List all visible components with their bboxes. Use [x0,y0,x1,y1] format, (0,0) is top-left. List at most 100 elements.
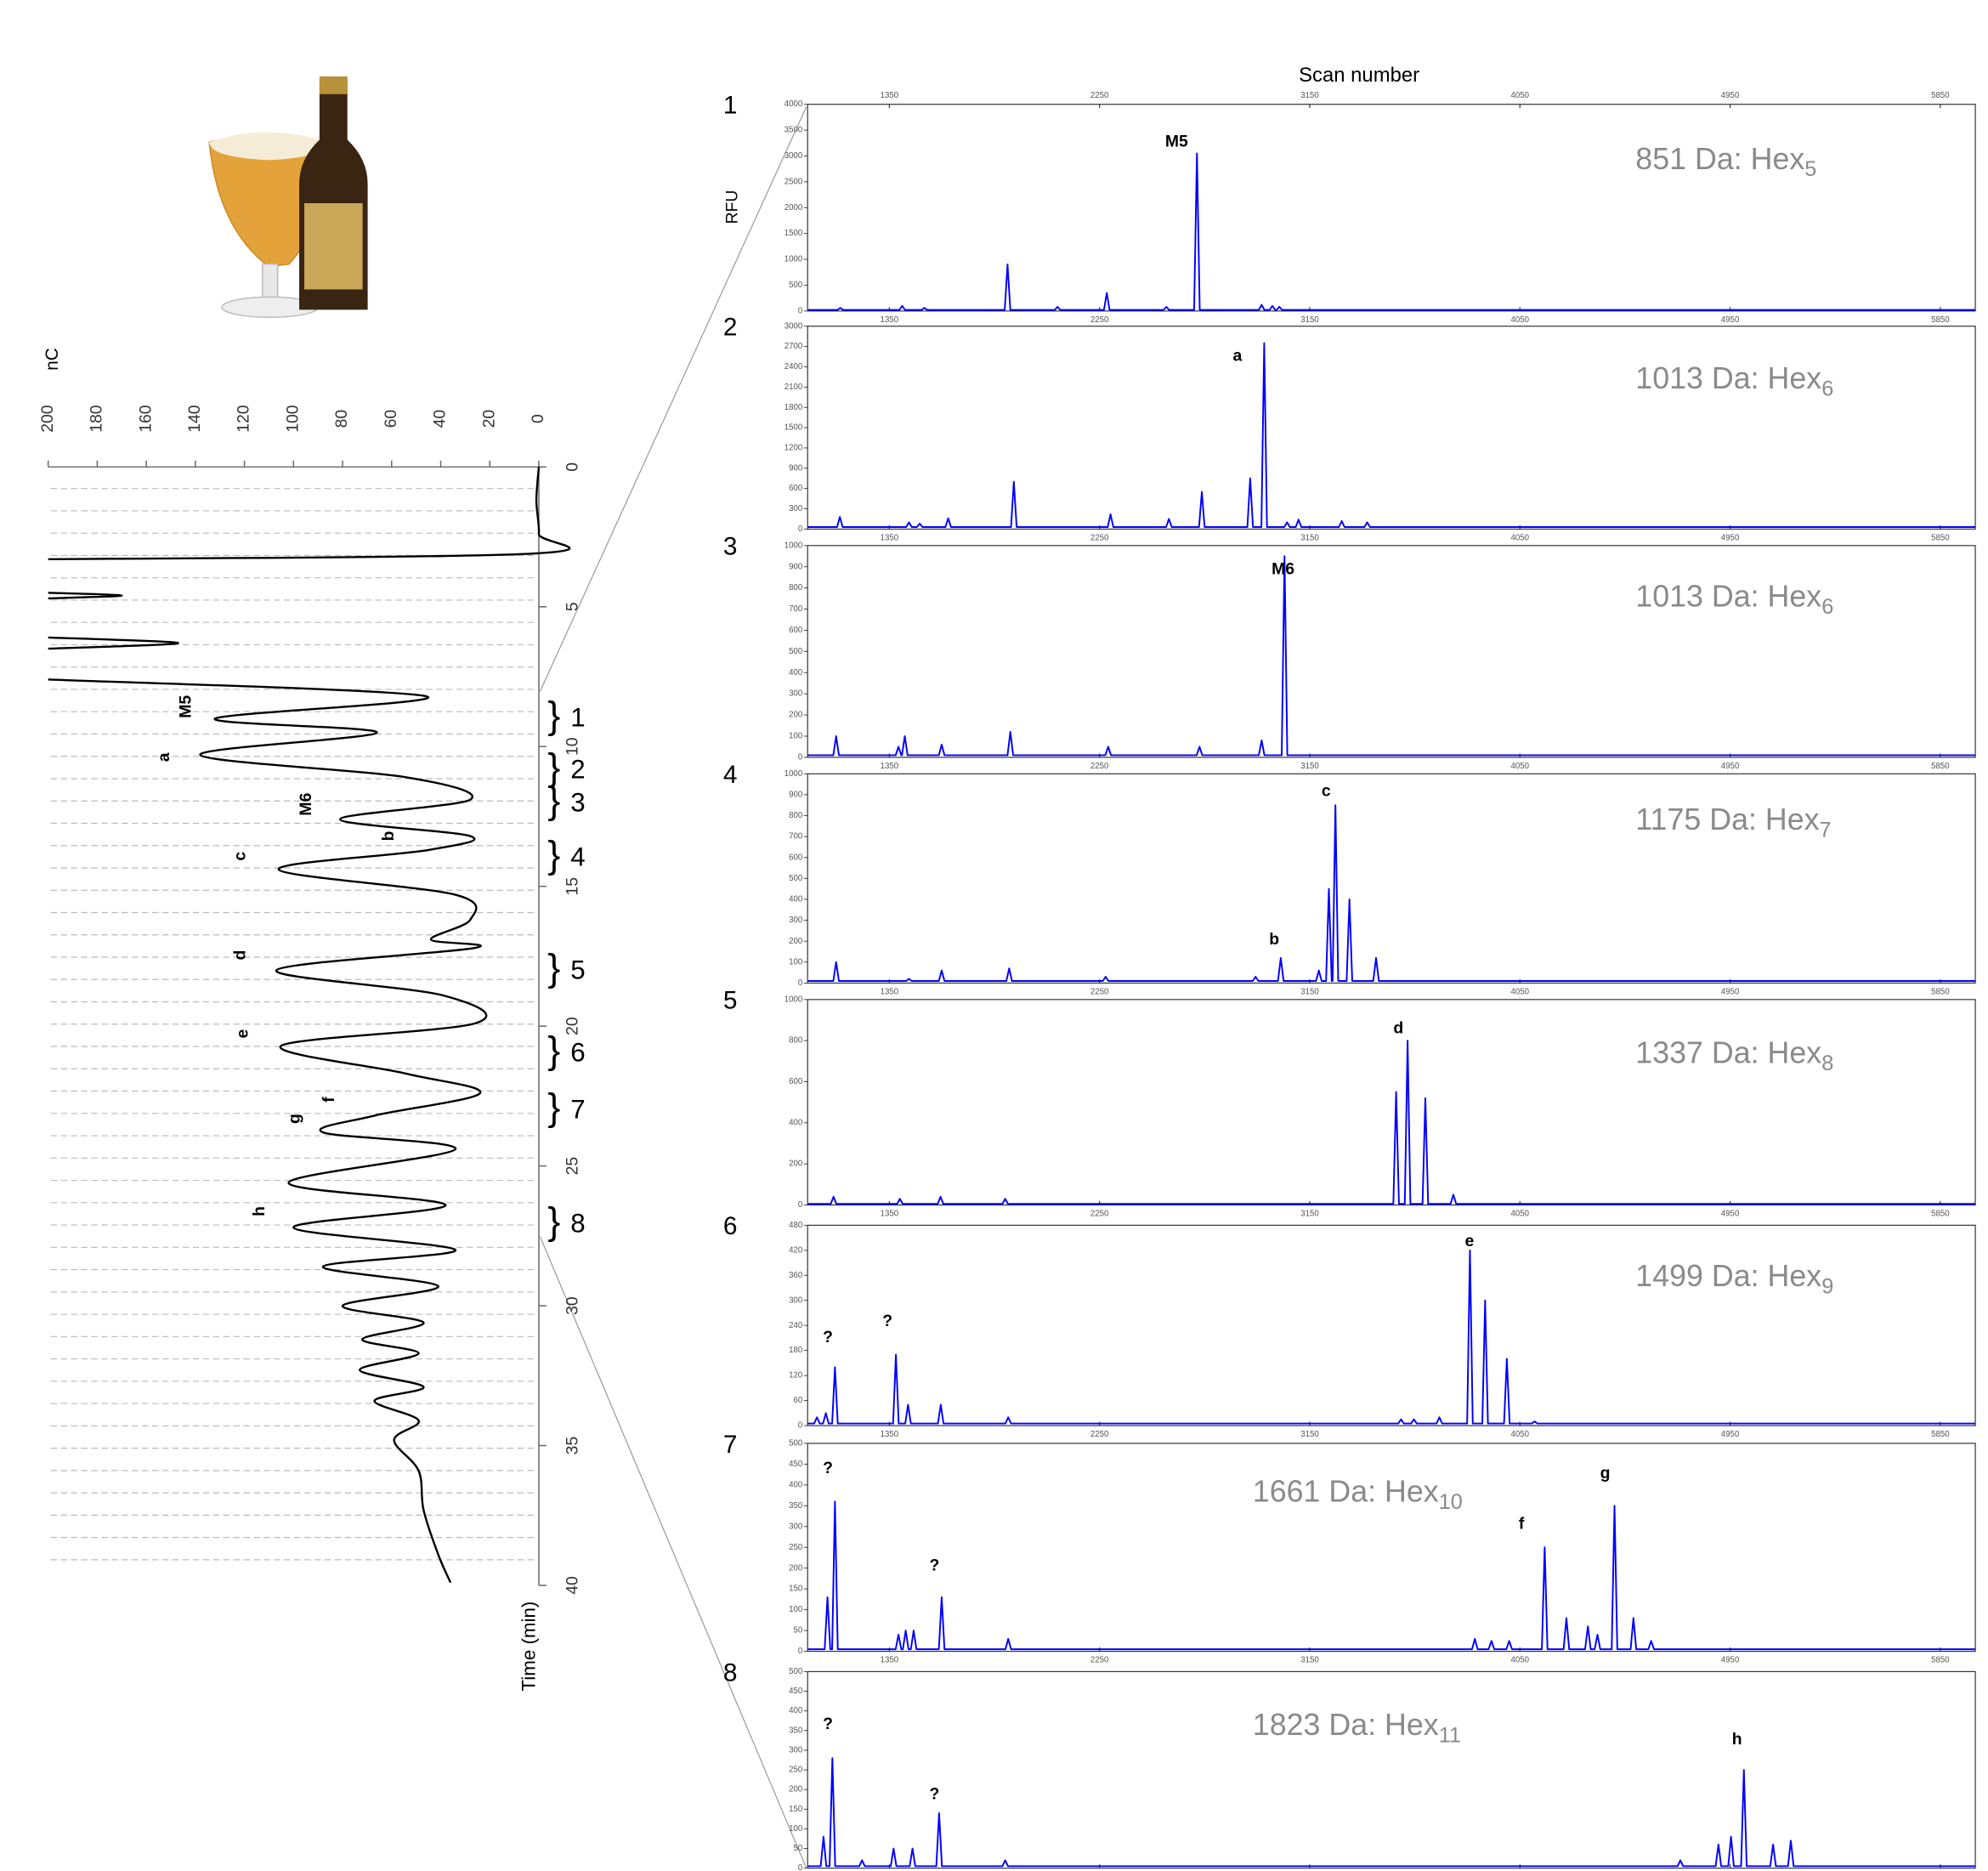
y-tick-label: 700 [789,832,803,842]
y-tick-label: 0 [798,752,803,762]
y-tick-label: 800 [789,583,803,592]
y-tick-label: 0 [798,1647,803,1656]
peak-label: a [1233,347,1243,366]
peak-label: c [1322,781,1331,800]
title-subscript: 7 [1820,818,1832,842]
y-tick-label: 800 [789,811,803,820]
y-tick-label: 250 [789,1543,803,1552]
y-tick-label: 300 [789,1522,803,1531]
y-tick-label: 80 [332,410,351,428]
y-tick-label: 300 [789,689,803,699]
peak-label: c [231,852,250,861]
x-tick-label: 1350 [881,1209,899,1218]
y-tick-label: 400 [789,1118,803,1127]
y-tick-label: 120 [235,405,253,433]
x-tick-label: 2250 [1090,1209,1109,1218]
y-tick-label: 1000 [784,769,803,779]
y-axis-label: nC [42,348,62,371]
panel-label: 6 [723,1212,738,1240]
bracket: } [547,779,560,821]
x-tick-label: 5 [563,602,581,611]
x-axis-label: Time (min) [518,1602,539,1692]
y-tick-label: 900 [789,463,803,473]
bracket-label: 7 [570,1094,585,1124]
bracket: } [547,1200,560,1243]
y-tick-label: 600 [789,853,803,862]
y-tick-label: 180 [88,405,106,433]
y-tick-label: 100 [789,1605,803,1614]
y-tick-label: 120 [789,1371,803,1381]
x-tick-label: 4950 [1721,1430,1740,1439]
x-tick-label: 3150 [1300,1430,1319,1439]
y-tick-label: 60 [793,1396,802,1405]
y-tick-label: 4000 [784,99,803,109]
bracket-label: 2 [570,755,585,785]
y-tick-label: 500 [789,281,803,290]
x-tick-label: 35 [563,1437,581,1455]
y-tick-label: 200 [789,937,803,946]
peak-label: h [1732,1730,1742,1749]
y-tick-label: 100 [789,1824,803,1834]
panel-label: 7 [723,1431,738,1459]
peak-label: b [1269,930,1279,949]
y-tick-label: 480 [789,1221,803,1230]
x-tick-label: 20 [563,1017,581,1035]
x-tick-label: 4050 [1510,1209,1529,1218]
title-subscript: 9 [1821,1274,1833,1298]
y-tick-label: 300 [789,916,803,925]
x-tick-label: 5850 [1931,1430,1950,1439]
background [0,0,1988,1870]
y-tick-label: 300 [789,1745,803,1755]
page: {"chart_data": [ {"type": "line", "orien… [0,0,1988,1871]
panel-title: 1823 Da: Hex11 [1253,1709,1461,1748]
x-tick-label: 4950 [1721,1209,1740,1218]
peak-label: ? [929,1556,939,1575]
y-tick-label: 300 [789,1296,803,1305]
title-text: 1013 Da: Hex [1635,580,1821,614]
y-tick-label: 50 [793,1626,802,1636]
peak-label: M5 [1165,133,1188,151]
peak-label: ? [823,1715,833,1733]
x-tick-label: 4950 [1721,1656,1740,1665]
y-tick-label: 3000 [784,321,803,331]
x-tick-label: 2250 [1090,91,1109,100]
y-tick-label: 100 [789,732,803,741]
y-tick-label: 360 [789,1271,803,1280]
y-tick-label: 180 [789,1346,803,1355]
title-text: 1823 Da: Hex [1253,1709,1439,1743]
panel-title: 1013 Da: Hex6 [1635,361,1833,400]
x-tick-label: 25 [563,1157,581,1176]
y-tick-label: 60 [382,410,400,428]
y-tick-label: 1500 [784,229,803,238]
title-subscript: 11 [1439,1723,1461,1747]
x-tick-label: 5850 [1931,1209,1950,1218]
bracket: } [547,1029,560,1071]
y-tick-label: 600 [789,626,803,635]
y-tick-label: 450 [789,1460,803,1469]
title-text: 851 Da: Hex [1635,142,1804,176]
x-tick-label: 1350 [881,762,899,771]
bracket-label: 6 [570,1037,585,1067]
y-tick-label: 140 [185,405,204,433]
x-tick-label: 5850 [1931,987,1950,996]
x-tick-label: 5850 [1931,91,1950,100]
y-tick-label: 1000 [784,995,803,1004]
x-tick-label: 2250 [1090,987,1109,996]
panel-title: 1499 Da: Hex9 [1635,1259,1833,1298]
x-tick-label: 4050 [1510,762,1529,771]
peak-label: M6 [1272,559,1294,578]
y-tick-label: 0 [798,1200,803,1210]
x-tick-label: 15 [563,877,581,896]
y-tick-label: 200 [789,1159,803,1169]
y-tick-label: 3500 [784,126,803,135]
panel-title: 1337 Da: Hex8 [1635,1036,1833,1075]
x-tick-label: 1350 [881,1430,899,1439]
x-tick-label: 3150 [1300,762,1319,771]
y-tick-label: 500 [789,1667,803,1676]
panel-title: 851 Da: Hex5 [1635,142,1816,181]
x-tick-label: 4950 [1721,533,1740,542]
panel-label: 5 [723,987,738,1015]
x-tick-label: 4050 [1510,91,1529,100]
y-tick-label: 400 [789,1480,803,1489]
y-tick-label: 450 [789,1687,803,1696]
